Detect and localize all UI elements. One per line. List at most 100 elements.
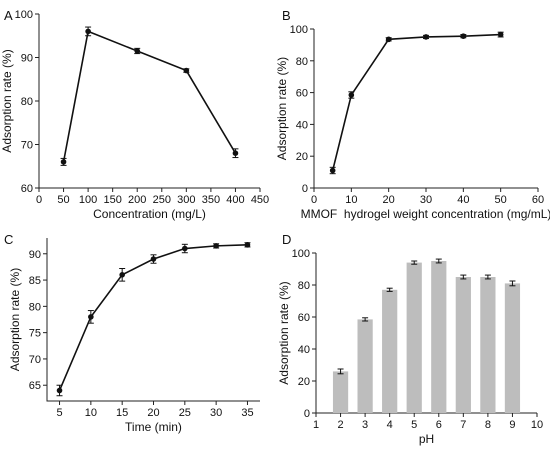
data-point	[134, 48, 141, 54]
y-tick-label-a: 70	[21, 140, 33, 152]
data-point	[423, 34, 429, 40]
y-axis-title-b: Adsorption rate (%)	[275, 57, 289, 160]
y-tick-label-c: 80	[29, 301, 41, 313]
data-point	[232, 150, 239, 156]
axes-a	[38, 14, 260, 189]
x-tick-label-c: 25	[179, 407, 191, 419]
series-line-a	[62, 30, 237, 163]
panel-letter-a: A	[4, 8, 13, 23]
data-point	[385, 36, 392, 43]
data-point	[497, 31, 504, 38]
x-tick-label-a: 0	[36, 194, 42, 206]
x-tick-label-c: 35	[241, 407, 253, 419]
x-axis-title-a: Concentration (mg/L)	[93, 207, 206, 221]
y-axis-title-d: Adsorption rate (%)	[277, 281, 291, 384]
x-tick-label-a: 200	[128, 194, 146, 206]
x-tick-label-d: 3	[362, 419, 368, 431]
x-tick-label-d: 6	[436, 419, 442, 431]
x-tick-label-c: 30	[210, 407, 222, 419]
y-tick-label-c: 70	[29, 354, 41, 366]
x-tick-label-b: 10	[345, 194, 357, 206]
x-axis-title-d: pH	[419, 432, 434, 446]
x-axis-title-b: MMOF hydrogel weight concentration (mg/m…	[301, 207, 550, 221]
bar-ph-7	[455, 277, 471, 413]
panel-letter-b: B	[282, 8, 291, 23]
panel-b: B 0 10 20 30 40 50 60 0 20 40 60 80 100 MMOF hydrogel …	[275, 8, 550, 221]
bar-ph-8	[480, 277, 496, 413]
x-tick-label-b: 60	[532, 194, 544, 206]
data-point	[213, 243, 219, 249]
panel-c: C 5 10 15 20 25 30 35 65 70 75 80 85 90 Time (min) Adso…	[4, 232, 260, 434]
x-tick-label-a: 50	[57, 194, 69, 206]
y-tick-label-b: 60	[296, 88, 308, 100]
data-point	[348, 92, 355, 98]
x-tick-label-d: 10	[531, 419, 543, 431]
x-tick-label-d: 2	[337, 419, 343, 431]
y-tick-label-a: 90	[21, 53, 33, 65]
x-tick-label-c: 20	[147, 407, 159, 419]
panel-a: A0 50 100 150 200 250 300 350 400 45060708090100C…	[0, 8, 269, 221]
data-point	[183, 67, 190, 74]
bar-ph-4	[382, 289, 398, 413]
panel-letter-c: C	[4, 232, 13, 247]
y-tick-label-c: 65	[29, 380, 41, 392]
data-point	[150, 256, 157, 262]
x-tick-label-b: 30	[420, 194, 432, 206]
y-tick-label-b: 20	[296, 151, 308, 163]
bar-ph-2	[332, 371, 349, 413]
x-tick-label-d: 7	[460, 419, 466, 431]
x-tick-label-a: 300	[177, 194, 195, 206]
y-tick-label-c: 85	[29, 275, 41, 287]
x-tick-label-b: 50	[495, 194, 507, 206]
x-tick-label-d: 8	[485, 419, 491, 431]
y-tick-label-a: 60	[21, 183, 33, 195]
data-point	[56, 387, 63, 394]
y-tick-label-d: 80	[298, 280, 310, 292]
x-tick-label-d: 5	[411, 419, 417, 431]
panel-letter-d: D	[282, 232, 291, 247]
y-axis-title-c: Adsorption rate (%)	[8, 268, 22, 371]
y-tick-label-d: 20	[298, 376, 310, 388]
data-point	[85, 28, 91, 35]
y-tick-label-b: 40	[296, 119, 308, 131]
data-point	[460, 33, 467, 39]
bar-ph-5	[406, 262, 422, 413]
data-point	[329, 167, 336, 174]
x-tick-label-c: 15	[116, 407, 128, 419]
y-tick-label-b: 80	[296, 56, 308, 68]
data-point	[182, 245, 188, 252]
x-axis-title-c: Time (min)	[125, 420, 182, 434]
y-tick-label-b: 100	[290, 24, 308, 36]
x-tick-label-d: 9	[509, 419, 515, 431]
series-line-b	[331, 33, 501, 171]
x-tick-label-a: 150	[103, 194, 121, 206]
x-tick-label-b: 0	[311, 194, 317, 206]
x-tick-label-b: 20	[383, 194, 395, 206]
series-line-c	[58, 244, 248, 391]
data-point	[88, 314, 94, 320]
x-tick-label-a: 250	[153, 194, 171, 206]
data-point	[244, 242, 251, 248]
y-tick-label-a: 100	[15, 9, 33, 21]
y-tick-label-c: 90	[29, 249, 41, 261]
bar-ph-6	[431, 261, 447, 413]
y-tick-label-d: 40	[298, 344, 310, 356]
x-tick-label-b: 40	[457, 194, 469, 206]
y-tick-label-b: 0	[302, 183, 308, 195]
y-tick-label-d: 100	[292, 248, 310, 260]
x-tick-label-c: 10	[85, 407, 97, 419]
x-tick-label-a: 100	[79, 194, 97, 206]
x-tick-label-d: 1	[313, 419, 319, 431]
y-tick-label-c: 75	[29, 328, 41, 340]
x-tick-label-a: 350	[202, 194, 220, 206]
y-tick-label-a: 80	[21, 96, 33, 108]
x-tick-label-a: 450	[251, 194, 269, 206]
x-tick-label-c: 5	[56, 407, 62, 419]
bar-ph-3	[357, 319, 373, 413]
x-tick-label-a: 400	[226, 194, 244, 206]
y-tick-label-d: 0	[304, 408, 310, 420]
bar-ph-9	[504, 283, 521, 413]
y-tick-label-d: 60	[298, 312, 310, 324]
